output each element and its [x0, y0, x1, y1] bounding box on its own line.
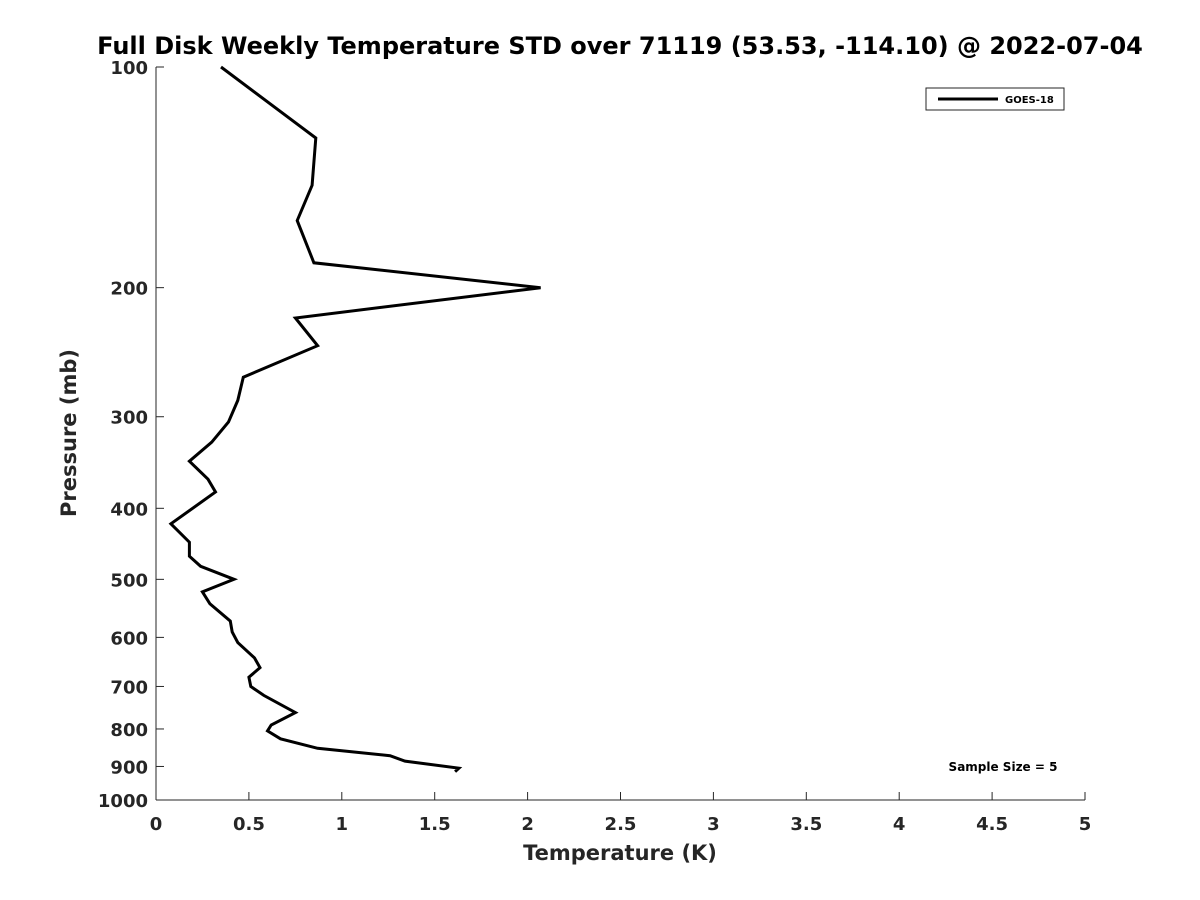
y-tick-label: 600: [110, 628, 148, 649]
series-line-0: [168, 65, 541, 773]
x-tick-label: 2.5: [605, 814, 637, 835]
series-layer: [168, 65, 541, 773]
x-tick-label: 5: [1079, 814, 1092, 835]
y-tick-label: 400: [110, 499, 148, 520]
y-tick-label: 200: [110, 279, 148, 300]
x-tick-label: 3.5: [790, 814, 822, 835]
x-ticks: 0 0.5 1 1.5 2 2.5 3 3.5 4 4.5 5: [150, 792, 1092, 835]
y-tick-label: 900: [110, 757, 148, 778]
x-tick-label: 4: [893, 814, 906, 835]
sample-size-annotation: Sample Size = 5: [949, 760, 1058, 774]
y-tick-label: 100: [110, 58, 148, 79]
x-tick-label: 4.5: [976, 814, 1008, 835]
x-tick-label: 3: [707, 814, 720, 835]
y-tick-label: 500: [110, 570, 148, 591]
x-tick-label: 0: [150, 814, 163, 835]
x-tick-label: 1: [336, 814, 349, 835]
y-tick-label: 300: [110, 408, 148, 429]
x-tick-label: 2: [521, 814, 534, 835]
chart-title: Full Disk Weekly Temperature STD over 71…: [97, 32, 1143, 60]
y-tick-label: 1000: [98, 791, 148, 812]
y-ticks: 100 200 300 400 500 600 700 800 900 1000: [98, 58, 164, 812]
y-axis-label: Pressure (mb): [57, 349, 81, 517]
x-tick-label: 0.5: [233, 814, 265, 835]
x-axis-label: Temperature (K): [523, 841, 717, 865]
legend: GOES-18: [925, 87, 1065, 111]
x-tick-label: 1.5: [419, 814, 451, 835]
plot-area: [156, 67, 1085, 800]
y-tick-label: 700: [110, 677, 148, 698]
legend-entry-goes-18: GOES-18: [1005, 95, 1054, 106]
y-tick-label: 800: [110, 720, 148, 741]
